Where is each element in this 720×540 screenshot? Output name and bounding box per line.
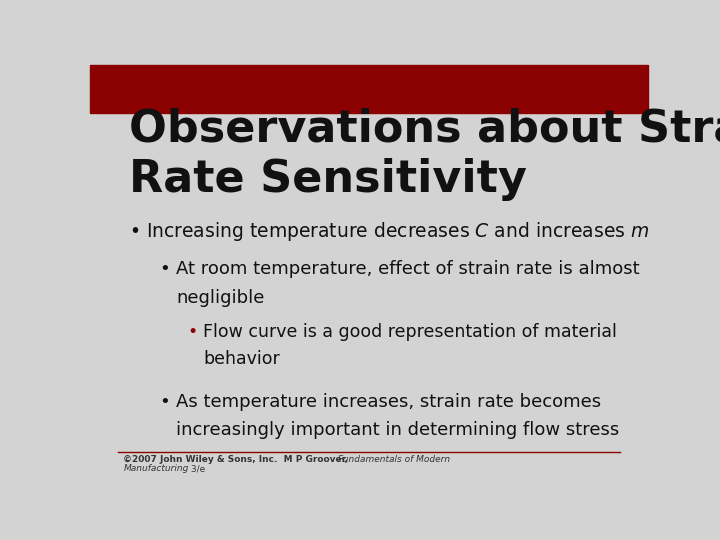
Text: negligible: negligible (176, 289, 265, 307)
Text: At room temperature, effect of strain rate is almost: At room temperature, effect of strain ra… (176, 260, 640, 279)
Text: Fundamentals of Modern: Fundamentals of Modern (338, 455, 451, 464)
Text: behavior: behavior (203, 350, 280, 368)
Text: Flow curve is a good representation of material: Flow curve is a good representation of m… (203, 323, 617, 341)
Text: 3/e: 3/e (188, 464, 205, 474)
Text: Manufacturing: Manufacturing (124, 464, 189, 474)
Text: Observations about Strain: Observations about Strain (129, 108, 720, 151)
Text: increasingly important in determining flow stress: increasingly important in determining fl… (176, 421, 620, 439)
Text: ©2007 John Wiley & Sons, Inc.  M P Groover,: ©2007 John Wiley & Sons, Inc. M P Groove… (124, 455, 352, 464)
Text: •: • (129, 221, 140, 241)
Text: Rate Sensitivity: Rate Sensitivity (129, 158, 527, 201)
Text: •: • (160, 260, 171, 279)
Text: •: • (160, 393, 171, 410)
Bar (90, 65, 648, 113)
Text: Increasing temperature decreases $C$ and increases $m$: Increasing temperature decreases $C$ and… (145, 220, 649, 242)
Text: As temperature increases, strain rate becomes: As temperature increases, strain rate be… (176, 393, 602, 410)
Text: •: • (188, 323, 198, 341)
